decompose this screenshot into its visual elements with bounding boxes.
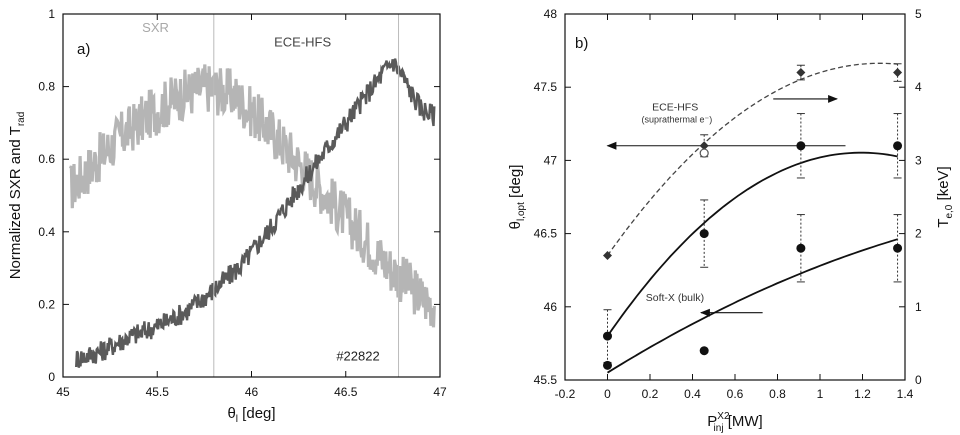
y-tick-label: 0 [48,370,55,384]
x-axis-label-sub: inj [714,423,724,434]
x-tick-label: 1.2 [854,387,871,401]
x-tick-label: 46.5 [334,385,358,399]
y-tick-label: 0.2 [38,297,55,311]
x-axis-label-sup: X2 [717,411,730,422]
data-point-soft-x [893,243,903,253]
annotation-label: ECE-HFS [274,35,331,50]
y-axis-label-sub: l,opt [516,202,527,221]
y-tick-label: 48 [544,7,558,21]
x-axis-label-tail: [MW] [724,413,763,430]
x-tick-label: 1.4 [897,387,914,401]
x-tick-label: 0.4 [684,387,701,401]
data-point-ece-hfs [893,141,903,151]
annotation-label: SXR [142,20,169,35]
panel-label: a) [77,41,90,58]
panel-a-chart: 45 45.5 46 46.5 47 0 0.2 0.4 0.6 0.8 1 a) SXR ECE-HFS… [7,7,447,425]
x-tick-label: 0.2 [642,387,659,401]
fit-curve-0 [606,151,898,337]
y-tick-label: 47 [544,153,558,167]
data-point-soft-x [796,243,806,253]
y-tick-label: 1 [48,7,55,21]
data-point-soft-x [699,346,709,356]
series-line-ece-hfs [75,58,436,368]
y-axis-label: Normalized SXR and Trad [7,112,27,280]
fit-curve-dashed [606,62,898,256]
y2-tick-label: 2 [915,227,922,241]
x-tick-label: 45 [56,385,70,399]
x-tick-label: -0.2 [555,387,576,401]
data-point-ece-hfs [796,141,806,151]
x-axis-label: PX2 inj [MW] [707,411,762,434]
y-axis-label-sub: rad [16,112,27,126]
panel-label: b) [575,35,588,52]
x-tick-label: 46 [245,385,259,399]
data-point-soft-x [603,360,612,370]
y2-tick-label: 3 [915,153,922,167]
y2-axis-label-main: T [935,219,952,228]
x-axis-label-main: θ [227,405,235,422]
annotation-label: (suprathermal e⁻) [642,114,713,124]
data-point-te0 [893,68,903,78]
data-point-hollow [699,148,709,158]
y-tick-label: 0.8 [38,80,55,94]
y-axis-label-tail: [deg] [507,165,524,203]
x-tick-label: 45.5 [146,385,170,399]
y2-tick-label: 4 [915,80,922,94]
annotation-label: ECE-HFS [652,102,698,114]
x-axis-label: θl [deg] [227,405,275,425]
x-axis-label-sub: l [236,414,238,425]
y-tick-label: 46.5 [534,227,558,241]
x-tick-label: 47 [433,385,447,399]
x-tick-label: 0.8 [769,387,786,401]
x-axis-label-tail: [deg] [238,405,276,422]
y-tick-label: 0.6 [38,152,55,166]
x-tick-label: 0.6 [727,387,744,401]
annotation-label: Soft-X (bulk) [646,292,704,304]
series-line-sxr [68,64,436,328]
fit-curve-1 [607,238,898,374]
panel-b-chart: -0.2 0 0.2 0.4 0.6 0.8 1 1.2 1.4 45.5 46 46.5 47 47.5… [507,7,955,434]
y2-axis-label-sub: e,0 [944,204,955,218]
y2-tick-label: 1 [915,300,922,314]
y-tick-label: 46 [544,300,558,314]
data-point-ece-hfs [603,331,612,341]
x-axis-label-main: P [707,413,717,430]
y-axis-label: θl,opt [deg] [507,165,527,230]
data-point-te0 [603,251,612,261]
y2-tick-label: 5 [915,7,922,21]
x-tick-label: 1 [817,387,824,401]
data-point-ece-hfs [699,229,709,239]
y-axis-label-main: θ [507,221,524,229]
y2-tick-label: 0 [915,373,922,387]
y-tick-label: 47.5 [534,80,558,94]
y-tick-label: 0.4 [38,225,55,239]
y-axis-label-main: Normalized SXR and T [7,126,24,279]
y2-axis-label: Te,0 [keV] [935,166,955,227]
x-tick-label: 0 [604,387,611,401]
data-point-te0 [796,68,806,78]
data-point-te0 [699,141,709,151]
y2-axis-label-tail: [keV] [935,166,952,204]
annotation-label: #22822 [336,349,379,364]
y-tick-label: 45.5 [534,373,558,387]
